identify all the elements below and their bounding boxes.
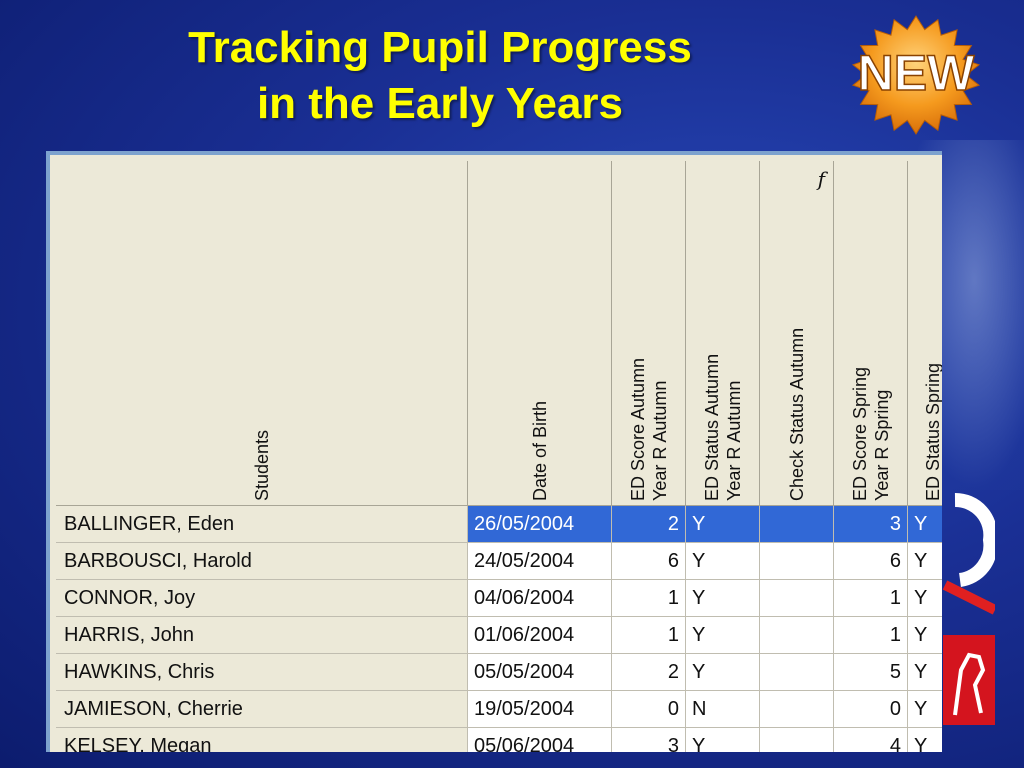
- column-header-line: Year R Autumn: [649, 380, 670, 501]
- column-header-label: ED Score Spring Year R Spring: [849, 367, 893, 501]
- ed-status-autumn-cell[interactable]: Y: [686, 728, 760, 752]
- ed-score-autumn-cell[interactable]: 2: [612, 654, 686, 691]
- ed-score-spring-cell[interactable]: 6: [834, 543, 908, 580]
- spreadsheet-grid[interactable]: Students Date of Birth ED Score Autumn Year…: [46, 151, 942, 752]
- ed-score-spring-cell[interactable]: 4: [834, 728, 908, 752]
- ed-score-autumn-cell[interactable]: 6: [612, 543, 686, 580]
- column-header-label: Date of Birth: [529, 401, 551, 501]
- column-header-students[interactable]: Students: [56, 161, 468, 506]
- ed-status-autumn-cell[interactable]: Y: [686, 654, 760, 691]
- column-header-line: Check Status Autumn: [786, 327, 807, 501]
- student-name-cell[interactable]: HAWKINS, Chris: [56, 654, 468, 691]
- column-header-check-status-autumn[interactable]: Check Status Autumn f: [760, 161, 834, 506]
- check-status-autumn-cell[interactable]: [760, 691, 834, 728]
- date-of-birth-cell[interactable]: 19/05/2004: [468, 691, 612, 728]
- column-header-line: Year R Autumn: [723, 380, 744, 501]
- check-status-autumn-cell[interactable]: [760, 543, 834, 580]
- student-name-cell[interactable]: BARBOUSCI, Harold: [56, 543, 468, 580]
- column-header-ed-status-spring[interactable]: ED Status Spring: [908, 161, 942, 506]
- ed-score-spring-cell[interactable]: 3: [834, 506, 908, 543]
- ed-status-autumn-cell[interactable]: Y: [686, 580, 760, 617]
- ed-status-spring-cell[interactable]: Y: [908, 543, 942, 580]
- column-header-ed-status-autumn[interactable]: ED Status Autumn Year R Autumn: [686, 161, 760, 506]
- date-of-birth-cell[interactable]: 05/06/2004: [468, 728, 612, 752]
- column-header-line: ED Score Autumn: [627, 357, 648, 501]
- column-header-label: Students: [251, 430, 273, 501]
- column-header-line: ED Status Spring: [922, 362, 943, 501]
- ed-status-spring-cell[interactable]: Y: [908, 691, 942, 728]
- student-name-cell[interactable]: CONNOR, Joy: [56, 580, 468, 617]
- ed-status-spring-cell[interactable]: Y: [908, 506, 942, 543]
- new-badge: NEW: [851, 15, 981, 135]
- title-line-2: in the Early Years: [256, 79, 624, 128]
- check-status-autumn-cell[interactable]: [760, 654, 834, 691]
- column-header-line: Year R Spring: [871, 389, 892, 501]
- student-name-cell[interactable]: BALLINGER, Eden: [56, 506, 468, 543]
- slide-title: Tracking Pupil Progress in the Early Yea…: [100, 20, 780, 132]
- ed-status-spring-cell[interactable]: Y: [908, 580, 942, 617]
- ed-score-spring-cell[interactable]: 1: [834, 580, 908, 617]
- column-header-label: Check Status Autumn: [786, 328, 808, 501]
- logo-icon: [942, 492, 995, 725]
- date-of-birth-cell[interactable]: 26/05/2004: [468, 506, 612, 543]
- ed-status-autumn-cell[interactable]: N: [686, 691, 760, 728]
- column-header-ed-score-autumn[interactable]: ED Score Autumn Year R Autumn: [612, 161, 686, 506]
- check-status-autumn-cell[interactable]: [760, 728, 834, 752]
- ed-score-spring-cell[interactable]: 5: [834, 654, 908, 691]
- ed-score-autumn-cell[interactable]: 3: [612, 728, 686, 752]
- column-header-label: ED Score Autumn Year R Autumn: [627, 358, 671, 501]
- date-of-birth-cell[interactable]: 04/06/2004: [468, 580, 612, 617]
- title-line-1: Tracking Pupil Progress: [188, 23, 692, 72]
- column-header-date-of-birth[interactable]: Date of Birth: [468, 161, 612, 506]
- column-header-line: Students: [251, 429, 272, 501]
- ed-score-spring-cell[interactable]: 0: [834, 691, 908, 728]
- check-status-autumn-cell[interactable]: [760, 506, 834, 543]
- column-header-ed-score-spring[interactable]: ED Score Spring Year R Spring: [834, 161, 908, 506]
- student-name-cell[interactable]: KELSEY, Megan: [56, 728, 468, 752]
- column-header-label: ED Status Autumn Year R Autumn: [701, 354, 745, 501]
- student-name-cell[interactable]: HARRIS, John: [56, 617, 468, 654]
- ed-status-autumn-cell[interactable]: Y: [686, 506, 760, 543]
- ed-score-autumn-cell[interactable]: 0: [612, 691, 686, 728]
- ed-score-autumn-cell[interactable]: 2: [612, 506, 686, 543]
- column-header-line: ED Score Spring: [849, 366, 870, 501]
- column-header-line: Date of Birth: [529, 400, 550, 501]
- ed-score-spring-cell[interactable]: 1: [834, 617, 908, 654]
- column-header-label: ED Status Spring: [922, 363, 943, 501]
- ed-status-spring-cell[interactable]: Y: [908, 654, 942, 691]
- check-status-autumn-cell[interactable]: [760, 580, 834, 617]
- date-of-birth-cell[interactable]: 01/06/2004: [468, 617, 612, 654]
- ed-score-autumn-cell[interactable]: 1: [612, 617, 686, 654]
- column-header-line: ED Status Autumn: [701, 353, 722, 501]
- ed-status-autumn-cell[interactable]: Y: [686, 617, 760, 654]
- date-of-birth-cell[interactable]: 24/05/2004: [468, 543, 612, 580]
- formula-icon: f: [817, 167, 825, 191]
- date-of-birth-cell[interactable]: 05/05/2004: [468, 654, 612, 691]
- ed-status-autumn-cell[interactable]: Y: [686, 543, 760, 580]
- check-status-autumn-cell[interactable]: [760, 617, 834, 654]
- ed-status-spring-cell[interactable]: Y: [908, 728, 942, 752]
- ed-status-spring-cell[interactable]: Y: [908, 617, 942, 654]
- badge-text: NEW: [858, 45, 975, 101]
- ed-score-autumn-cell[interactable]: 1: [612, 580, 686, 617]
- student-name-cell[interactable]: JAMIESON, Cherrie: [56, 691, 468, 728]
